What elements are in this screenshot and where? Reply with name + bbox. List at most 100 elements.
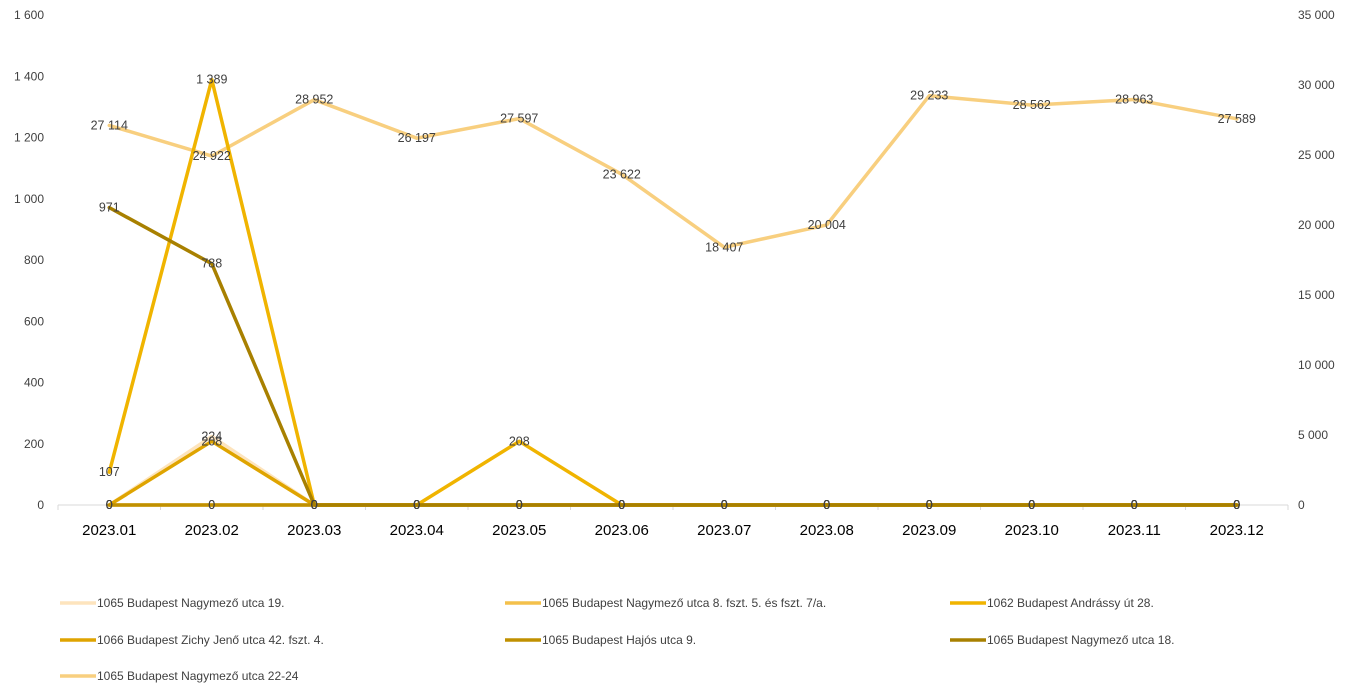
data-label: 0: [311, 498, 318, 512]
left-y-axis: 0 200 400 600 800 1 000 1 200 1 400 1 600: [14, 8, 44, 512]
data-label: 0: [1028, 498, 1035, 512]
x-axis: 2023.01 2023.02 2023.03 2023.04 2023.05 2023.…: [57, 504, 1289, 539]
data-label: 0: [311, 498, 318, 512]
data-label: 28 963: [1115, 93, 1153, 107]
x-tick-label: 2023.11: [1108, 522, 1161, 539]
data-label: 0: [1233, 498, 1240, 512]
x-tick-label: 2023.10: [1005, 522, 1059, 539]
left-tick-label: 1 000: [14, 192, 44, 206]
series-line-6: [107, 205, 1239, 507]
legend-label: 1065 Budapest Nagymező utca 22-24: [97, 669, 299, 683]
data-label: 0: [1028, 498, 1035, 512]
data-label: 208: [509, 434, 530, 448]
data-label: 0: [618, 498, 625, 512]
data-label: 20 004: [808, 218, 846, 232]
data-label: 0: [413, 498, 420, 512]
data-label: 0: [926, 498, 933, 512]
data-label: 0: [311, 498, 318, 512]
data-label: 0: [311, 498, 318, 512]
data-label: 0: [823, 498, 830, 512]
data-label: 27 114: [91, 118, 128, 132]
data-label: 107: [99, 465, 120, 479]
data-label: 0: [823, 498, 830, 512]
right-tick-label: 10 000: [1298, 358, 1335, 372]
data-label: 23 622: [603, 167, 641, 181]
data-label: 971: [99, 201, 120, 215]
legend-label: 1065 Budapest Nagymező utca 8. fszt. 5. …: [542, 596, 826, 610]
right-tick-label: 20 000: [1298, 218, 1335, 232]
data-label: 0: [516, 498, 523, 512]
data-label: 0: [1028, 498, 1035, 512]
data-label: 0: [618, 498, 625, 512]
right-tick-label: 0: [1298, 498, 1305, 512]
series-line-1: [107, 434, 1239, 507]
data-label: 0: [1028, 498, 1035, 512]
data-label: 0: [1233, 498, 1240, 512]
x-tick-label: 2023.06: [595, 522, 649, 539]
legend: 1065 Budapest Nagymező utca 19. 1065 Buda…: [60, 596, 1174, 683]
data-label: 0: [413, 498, 420, 512]
data-label: 0: [926, 498, 933, 512]
x-tick-label: 2023.08: [800, 522, 854, 539]
x-tick-label: 2023.12: [1210, 522, 1264, 539]
right-y-axis: 0 5 000 10 000 15 000 20 000 25 000 30 000 35 0…: [1298, 8, 1335, 512]
x-tick-label: 2023.04: [390, 522, 444, 539]
data-label: 0: [413, 498, 420, 512]
data-label: 0: [721, 498, 728, 512]
left-tick-label: 400: [24, 376, 44, 390]
data-label: 0: [208, 498, 215, 512]
data-label: 0: [721, 498, 728, 512]
data-label: 0: [823, 498, 830, 512]
data-label: 0: [106, 498, 113, 512]
data-labels: 27 114 24 922 28 952 26 197 27 597 23 622 18 4…: [91, 73, 1256, 512]
data-label: 0: [516, 498, 523, 512]
data-label: 0: [618, 498, 625, 512]
x-tick-label: 2023.02: [185, 522, 239, 539]
data-label: 0: [1131, 498, 1138, 512]
data-label: 0: [926, 498, 933, 512]
data-label: 208: [201, 434, 222, 448]
left-tick-label: 200: [24, 437, 44, 451]
data-label: 0: [721, 498, 728, 512]
data-label: 0: [1028, 498, 1035, 512]
data-label: 0: [311, 498, 318, 512]
data-label: 0: [1233, 498, 1240, 512]
left-tick-label: 0: [37, 498, 44, 512]
data-label: 0: [208, 498, 215, 512]
left-tick-label: 800: [24, 253, 44, 267]
data-label: 0: [1233, 498, 1240, 512]
right-tick-label: 15 000: [1298, 288, 1335, 302]
series-line-4: [107, 439, 1239, 507]
x-tick-label: 2023.01: [82, 522, 136, 539]
data-label: 29 233: [910, 89, 948, 103]
data-label: 0: [926, 498, 933, 512]
data-label: 0: [721, 498, 728, 512]
data-label: 0: [106, 498, 113, 512]
data-label: 0: [311, 498, 318, 512]
left-tick-label: 1 600: [14, 8, 44, 22]
data-label: 26 197: [398, 131, 436, 145]
x-tick-label: 2023.05: [492, 522, 546, 539]
right-tick-label: 25 000: [1298, 148, 1335, 162]
data-label: 28 952: [295, 93, 333, 107]
data-label: 0: [516, 498, 523, 512]
data-label: 0: [1131, 498, 1138, 512]
data-label: 788: [201, 257, 222, 271]
data-label: 0: [618, 498, 625, 512]
x-tick-label: 2023.09: [902, 522, 956, 539]
legend-label: 1066 Budapest Zichy Jenő utca 42. fszt. …: [97, 633, 324, 647]
data-label: 0: [1131, 498, 1138, 512]
data-label: 0: [413, 498, 420, 512]
data-label: 27 589: [1218, 112, 1256, 126]
data-label: 0: [516, 498, 523, 512]
data-label: 0: [1233, 498, 1240, 512]
series-line-3: [107, 77, 1239, 507]
data-label: 0: [1233, 498, 1240, 512]
legend-label: 1065 Budapest Nagymező utca 19.: [97, 596, 284, 610]
left-tick-label: 600: [24, 314, 44, 328]
data-label: 0: [1131, 498, 1138, 512]
legend-label: 1065 Budapest Hajós utca 9.: [542, 633, 696, 647]
data-label: 0: [926, 498, 933, 512]
data-label: 0: [413, 498, 420, 512]
